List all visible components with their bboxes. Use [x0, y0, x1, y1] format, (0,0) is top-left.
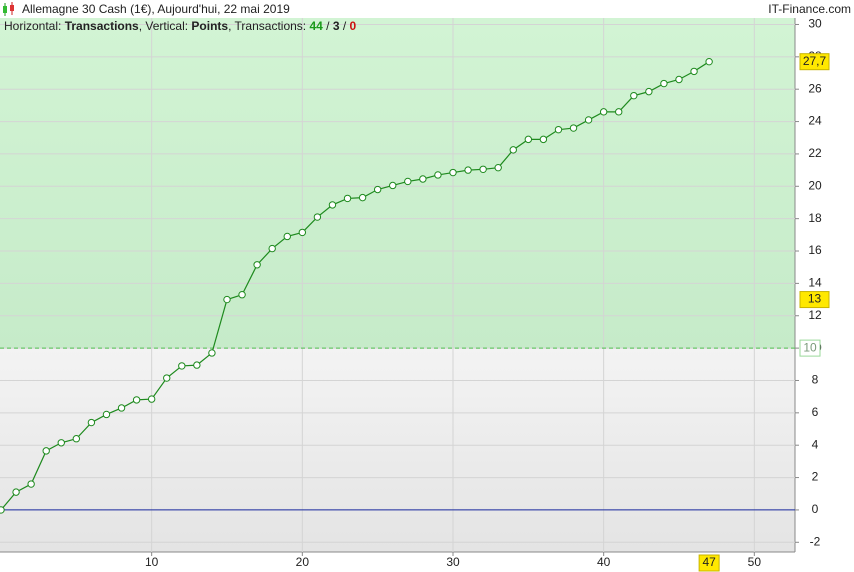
data-point — [27, 480, 35, 488]
data-point — [449, 168, 457, 177]
data-point — [268, 244, 276, 253]
data-point — [645, 87, 653, 96]
data-point — [584, 116, 593, 124]
data-point — [404, 177, 412, 186]
y-tick-label: 14 — [808, 276, 822, 290]
y-tick-label: 16 — [808, 243, 822, 257]
y-tick-label: -2 — [810, 534, 821, 548]
data-point — [660, 79, 668, 88]
subtitle-part: Horizontal: — [4, 19, 65, 33]
data-point — [42, 447, 50, 455]
subtitle-part: / — [340, 19, 350, 33]
value-marker-box — [799, 291, 830, 309]
x-marker-box — [698, 554, 720, 572]
data-point — [193, 361, 201, 369]
data-point — [238, 291, 246, 299]
header-title: Allemagne 30 Cash (1€), Aujourd'hui, 22 … — [22, 2, 290, 16]
y-tick-label: 4 — [812, 437, 819, 451]
data-point — [539, 135, 548, 144]
y-tick-label: 22 — [808, 146, 822, 160]
x-tick-label: 10 — [145, 555, 159, 569]
data-point — [615, 108, 623, 116]
subtitle-part: 44 — [309, 19, 323, 33]
subtitle-part: Points — [191, 19, 228, 33]
header-bar — [0, 0, 854, 18]
data-point — [705, 57, 713, 66]
data-point — [253, 261, 261, 269]
y-tick-label: 30 — [808, 17, 822, 31]
data-point — [494, 163, 502, 172]
data-point — [464, 166, 472, 174]
y-tick-label: 26 — [808, 81, 822, 95]
below-zone — [0, 348, 795, 552]
y-tick-label: 8 — [812, 373, 819, 387]
y-tick-label: 20 — [808, 178, 822, 192]
value-marker-label: 13 — [808, 292, 822, 306]
data-point — [283, 232, 291, 241]
subtitle-part: 0 — [350, 19, 357, 33]
data-point — [328, 201, 337, 209]
y-tick-label: 18 — [808, 211, 822, 225]
threshold-label-box — [799, 339, 821, 357]
data-point — [208, 349, 216, 357]
x-marker-label: 47 — [702, 555, 716, 569]
above-zone — [0, 18, 795, 349]
data-point — [434, 171, 442, 179]
subtitle-part: 3 — [333, 19, 340, 33]
data-point — [57, 439, 65, 447]
data-point — [132, 396, 141, 404]
data-point — [358, 193, 367, 202]
brand: IT-Finance.com — [768, 2, 851, 16]
subtitle-part: / — [323, 19, 333, 33]
data-point — [524, 135, 533, 144]
data-point — [72, 435, 81, 443]
subtitle: Horizontal: Transactions, Vertical: Poin… — [4, 19, 357, 33]
data-point — [373, 185, 382, 194]
data-point — [690, 67, 698, 76]
y-tick-label: 6 — [812, 405, 819, 419]
data-point — [298, 228, 307, 237]
x-tick-label: 20 — [296, 555, 310, 569]
data-point — [87, 418, 96, 427]
data-point — [675, 75, 683, 84]
data-point — [569, 124, 578, 132]
x-tick-label: 40 — [597, 555, 611, 569]
data-point — [117, 404, 126, 412]
data-point — [0, 506, 5, 514]
value-marker-label: 27,7 — [803, 54, 827, 68]
subtitle-part: , Vertical: — [139, 19, 192, 33]
data-point — [313, 213, 322, 221]
subtitle-part: Transactions — [65, 19, 139, 33]
header-icon — [3, 2, 14, 16]
data-point — [599, 108, 608, 116]
data-point — [389, 181, 397, 190]
data-point — [509, 146, 517, 154]
data-point — [343, 194, 352, 203]
x-tick-label: 30 — [446, 555, 460, 569]
value-marker-box — [799, 53, 830, 71]
data-point — [223, 295, 231, 304]
data-point — [12, 488, 20, 496]
data-point — [419, 175, 427, 183]
data-point — [630, 91, 638, 100]
data-point — [102, 410, 111, 419]
subtitle-part: , Transactions: — [228, 19, 309, 33]
y-tick-label: 12 — [808, 308, 822, 322]
data-point — [163, 374, 171, 382]
data-point — [479, 165, 487, 174]
data-point — [147, 395, 156, 403]
data-point — [554, 125, 563, 134]
y-tick-label: 2 — [812, 470, 819, 484]
y-tick-label: 0 — [812, 502, 819, 516]
data-point — [178, 362, 186, 370]
y-tick-label: 24 — [808, 114, 822, 128]
x-tick-label: 50 — [748, 555, 762, 569]
threshold-label: 10 — [803, 340, 817, 354]
